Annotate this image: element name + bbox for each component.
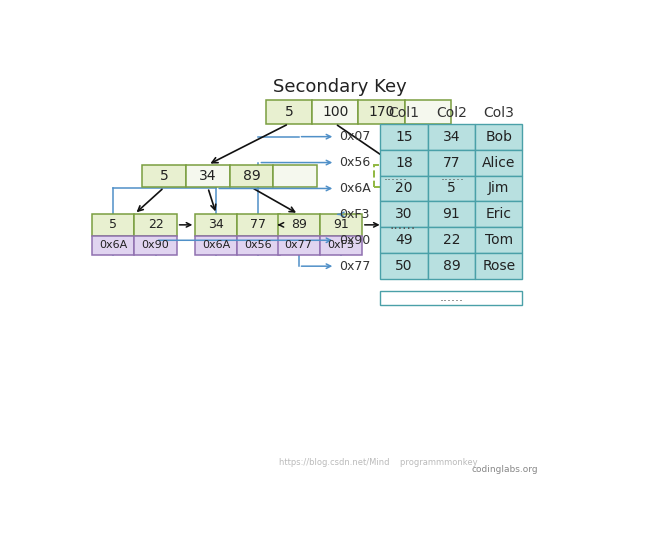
FancyBboxPatch shape (404, 100, 451, 124)
FancyBboxPatch shape (428, 124, 475, 150)
Text: 34: 34 (199, 169, 216, 183)
Text: Alice: Alice (482, 155, 515, 170)
Text: https://blog.csdn.net/Mind    programmmonkey: https://blog.csdn.net/Mind programmmonke… (279, 458, 477, 467)
Text: ......: ...... (440, 291, 463, 304)
Text: 170: 170 (369, 105, 394, 119)
FancyBboxPatch shape (475, 150, 523, 176)
Text: 18: 18 (395, 155, 413, 170)
FancyBboxPatch shape (475, 124, 523, 150)
Text: Rose: Rose (482, 259, 515, 273)
FancyBboxPatch shape (428, 176, 475, 201)
FancyBboxPatch shape (92, 235, 134, 255)
FancyBboxPatch shape (475, 201, 523, 227)
FancyBboxPatch shape (134, 235, 177, 255)
FancyBboxPatch shape (238, 235, 280, 255)
FancyBboxPatch shape (230, 165, 274, 187)
Text: 5: 5 (110, 218, 118, 231)
FancyBboxPatch shape (278, 214, 320, 235)
Text: 0x56: 0x56 (339, 156, 371, 169)
FancyBboxPatch shape (428, 201, 475, 227)
FancyBboxPatch shape (475, 227, 523, 253)
Text: 0xF3: 0xF3 (339, 208, 370, 221)
Text: 22: 22 (147, 218, 163, 231)
FancyBboxPatch shape (312, 100, 359, 124)
Text: 49: 49 (395, 233, 413, 247)
Text: 91: 91 (443, 207, 460, 222)
FancyBboxPatch shape (428, 253, 475, 279)
Text: Secondary Key: Secondary Key (274, 77, 407, 96)
Text: 22: 22 (443, 233, 460, 247)
FancyBboxPatch shape (380, 176, 428, 201)
FancyBboxPatch shape (475, 253, 523, 279)
Text: 0x6A: 0x6A (339, 182, 371, 195)
FancyBboxPatch shape (142, 165, 186, 187)
Text: 77: 77 (250, 218, 266, 231)
Text: 0xF3: 0xF3 (327, 240, 355, 250)
Text: 30: 30 (395, 207, 413, 222)
Text: codinglabs.org: codinglabs.org (471, 465, 539, 474)
FancyBboxPatch shape (380, 150, 428, 176)
Text: 0x77: 0x77 (285, 240, 313, 250)
Text: 100: 100 (322, 105, 349, 119)
Text: 0x07: 0x07 (339, 130, 371, 143)
FancyBboxPatch shape (380, 253, 428, 279)
Text: 5: 5 (447, 182, 456, 195)
Text: ......: ...... (384, 170, 408, 183)
Text: 89: 89 (242, 169, 260, 183)
FancyBboxPatch shape (134, 214, 177, 235)
FancyBboxPatch shape (92, 214, 134, 235)
Text: Jim: Jim (488, 182, 509, 195)
Text: 34: 34 (208, 218, 224, 231)
FancyBboxPatch shape (186, 165, 230, 187)
FancyBboxPatch shape (380, 227, 428, 253)
Text: 50: 50 (395, 259, 413, 273)
Text: 77: 77 (443, 155, 460, 170)
Text: 5: 5 (284, 105, 293, 119)
FancyBboxPatch shape (428, 150, 475, 176)
FancyBboxPatch shape (266, 100, 312, 124)
Text: 0x77: 0x77 (339, 260, 371, 273)
Text: 15: 15 (395, 130, 413, 144)
Text: Bob: Bob (485, 130, 513, 144)
FancyBboxPatch shape (195, 214, 238, 235)
Text: 20: 20 (395, 182, 413, 195)
Text: Col3: Col3 (483, 106, 514, 120)
FancyBboxPatch shape (380, 201, 428, 227)
FancyBboxPatch shape (320, 235, 362, 255)
Text: Col1: Col1 (388, 106, 420, 120)
Text: 0x90: 0x90 (339, 234, 371, 247)
FancyBboxPatch shape (359, 100, 404, 124)
FancyBboxPatch shape (380, 124, 428, 150)
Text: Tom: Tom (485, 233, 513, 247)
Text: Eric: Eric (486, 207, 512, 222)
FancyBboxPatch shape (238, 214, 280, 235)
Text: Col2: Col2 (436, 106, 467, 120)
Text: 5: 5 (159, 169, 169, 183)
Text: 0x90: 0x90 (141, 240, 169, 250)
FancyBboxPatch shape (274, 165, 317, 187)
Text: 0x56: 0x56 (244, 240, 272, 250)
FancyBboxPatch shape (428, 227, 475, 253)
Text: 89: 89 (443, 259, 460, 273)
Text: 91: 91 (333, 218, 349, 231)
Text: ......: ...... (440, 170, 464, 183)
Text: 34: 34 (443, 130, 460, 144)
FancyBboxPatch shape (278, 235, 320, 255)
Text: 0x6A: 0x6A (99, 240, 127, 250)
FancyBboxPatch shape (380, 291, 523, 305)
Text: ......: ...... (390, 218, 416, 232)
FancyBboxPatch shape (320, 214, 362, 235)
Text: 0x6A: 0x6A (202, 240, 230, 250)
Text: 89: 89 (291, 218, 307, 231)
FancyBboxPatch shape (195, 235, 238, 255)
FancyBboxPatch shape (475, 176, 523, 201)
